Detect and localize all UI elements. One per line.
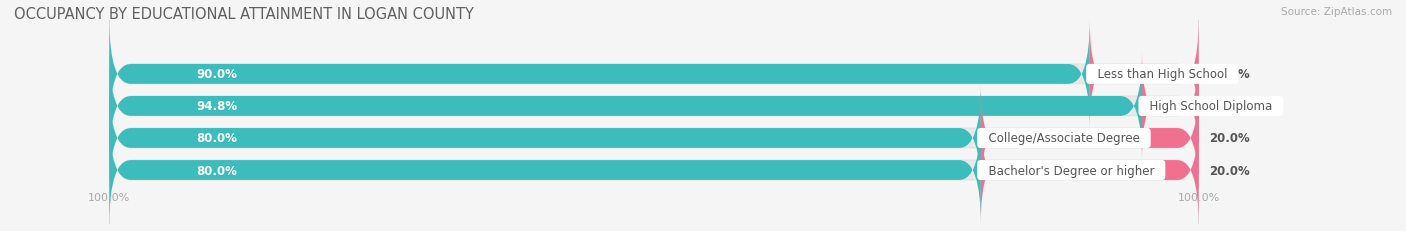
FancyBboxPatch shape: [1090, 21, 1199, 128]
FancyBboxPatch shape: [110, 53, 1142, 160]
FancyBboxPatch shape: [110, 116, 1199, 224]
Text: OCCUPANCY BY EDUCATIONAL ATTAINMENT IN LOGAN COUNTY: OCCUPANCY BY EDUCATIONAL ATTAINMENT IN L…: [14, 7, 474, 22]
FancyBboxPatch shape: [110, 85, 981, 192]
Text: High School Diploma: High School Diploma: [1142, 100, 1279, 113]
Text: 80.0%: 80.0%: [197, 164, 238, 177]
FancyBboxPatch shape: [981, 116, 1199, 224]
Text: 10.0%: 10.0%: [1209, 68, 1250, 81]
Text: 94.8%: 94.8%: [197, 100, 238, 113]
FancyBboxPatch shape: [110, 116, 981, 224]
Text: Bachelor's Degree or higher: Bachelor's Degree or higher: [981, 164, 1161, 177]
FancyBboxPatch shape: [110, 53, 1199, 160]
Text: Source: ZipAtlas.com: Source: ZipAtlas.com: [1281, 7, 1392, 17]
Text: 90.0%: 90.0%: [197, 68, 238, 81]
Text: 20.0%: 20.0%: [1209, 164, 1250, 177]
FancyBboxPatch shape: [1142, 53, 1199, 160]
Text: College/Associate Degree: College/Associate Degree: [981, 132, 1147, 145]
FancyBboxPatch shape: [110, 21, 1090, 128]
Text: Less than High School: Less than High School: [1090, 68, 1234, 81]
Text: 5.2%: 5.2%: [1209, 100, 1243, 113]
Text: 20.0%: 20.0%: [1209, 132, 1250, 145]
FancyBboxPatch shape: [981, 85, 1199, 192]
FancyBboxPatch shape: [110, 85, 1199, 192]
Text: 80.0%: 80.0%: [197, 132, 238, 145]
FancyBboxPatch shape: [110, 21, 1199, 128]
